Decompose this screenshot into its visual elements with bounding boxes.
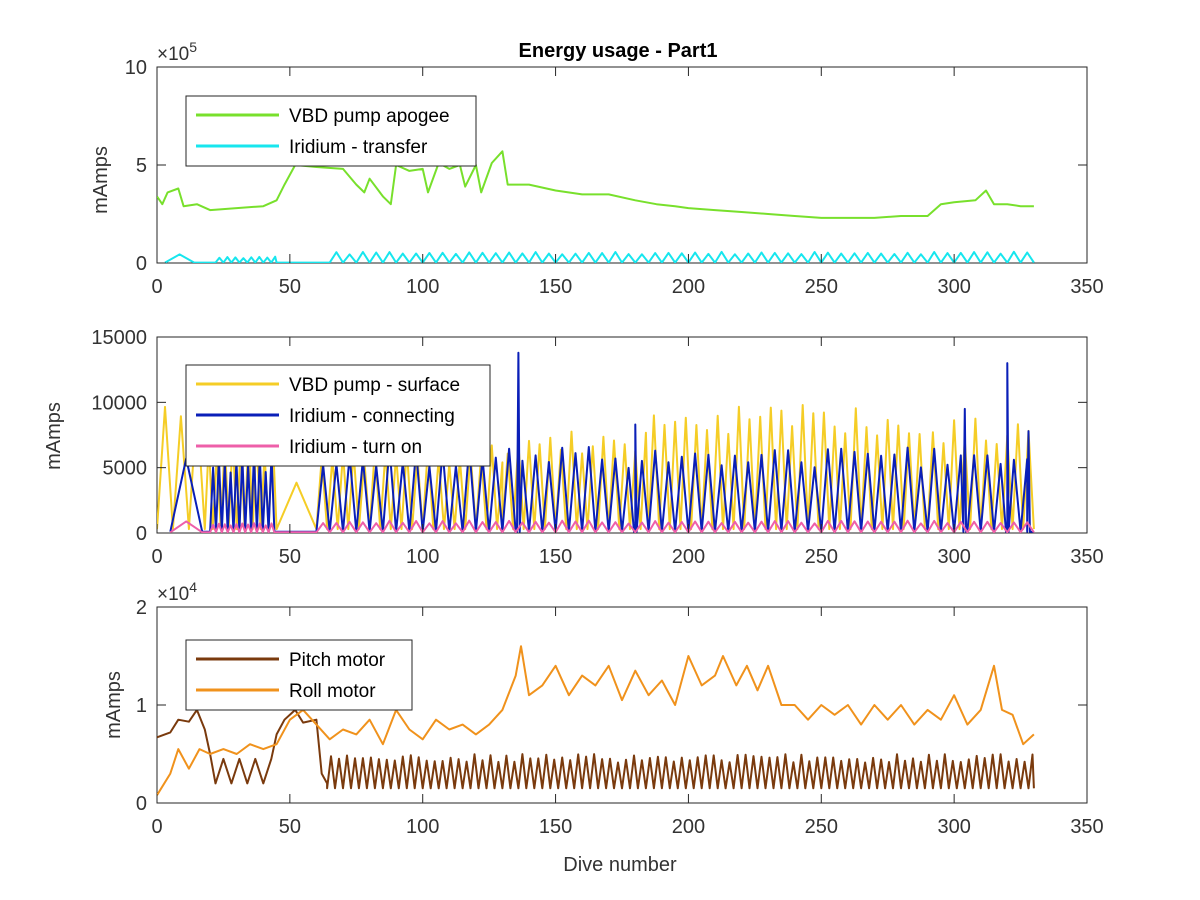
x-tick-label: 200	[672, 276, 705, 298]
x-tick-label: 250	[805, 276, 838, 298]
x-tick-label: 0	[151, 546, 162, 568]
panel-1-exponent: ×105	[157, 39, 197, 65]
panel-3-exponent-power: 4	[189, 579, 197, 595]
series-line-iridium-transfer	[164, 250, 1035, 263]
x-tick-label: 250	[805, 816, 838, 838]
y-tick-label: 15000	[91, 327, 147, 349]
panel-1-exponent-base: ×10	[157, 44, 189, 65]
x-tick-label: 350	[1070, 816, 1103, 838]
panel-2-legend: VBD pump - surface Iridium - connecting Ir…	[185, 364, 491, 467]
series-line-roll-motor	[157, 645, 1035, 796]
legend-label: Pitch motor	[289, 650, 386, 671]
x-tick-label: 50	[279, 816, 301, 838]
panel-3-motors: 0 50 100 150 200 250 300 350 0 1 2 Pitch motor Roll …	[103, 579, 1104, 838]
x-tick-label: 200	[672, 816, 705, 838]
panel-3-ylabel: mAmps	[103, 671, 125, 739]
figure-title: Energy usage - Part1	[519, 40, 718, 62]
legend-label: Iridium - connecting	[289, 406, 455, 427]
panel-1-series-group	[157, 150, 1035, 263]
x-tick-label: 300	[937, 546, 970, 568]
panel-2-series-group	[157, 351, 1035, 533]
panel-3-legend: Pitch motor Roll motor	[185, 639, 413, 711]
legend-box	[185, 95, 477, 167]
panel-1-vbd-iridium: 0 50 100 150 200 250 300 350 0 5 10 VBD pump apogee…	[90, 39, 1104, 298]
x-tick-label: 150	[539, 546, 572, 568]
panel-3-exponent: ×104	[157, 579, 197, 605]
y-tick-label: 0	[136, 253, 147, 275]
x-tick-label: 350	[1070, 546, 1103, 568]
x-tick-label: 100	[406, 276, 439, 298]
legend-label: Iridium - transfer	[289, 137, 428, 158]
y-tick-label: 5	[136, 155, 147, 177]
series-line-vbd-pump-apogee	[157, 150, 1034, 219]
series-line-pitch-motor	[157, 708, 1035, 790]
panel-2-surface-iridium: 0 50 100 150 200 250 300 350 0 5000 10000 15000 VBD …	[43, 327, 1104, 568]
x-tick-label: 50	[279, 276, 301, 298]
x-tick-label: 0	[151, 276, 162, 298]
x-tick-label: 300	[937, 816, 970, 838]
x-tick-label: 50	[279, 546, 301, 568]
legend-label: VBD pump - surface	[289, 375, 460, 396]
x-tick-label: 100	[406, 816, 439, 838]
legend-label: VBD pump apogee	[289, 106, 450, 127]
x-axis-label: Dive number	[563, 854, 677, 876]
x-tick-label: 0	[151, 816, 162, 838]
y-tick-label: 0	[136, 793, 147, 815]
y-tick-label: 5000	[103, 458, 148, 480]
panel-3-exponent-base: ×10	[157, 584, 189, 605]
legend-box	[185, 639, 413, 711]
x-tick-label: 350	[1070, 276, 1103, 298]
series-line-iridium-turn-on	[169, 519, 1035, 533]
legend-label: Iridium - turn on	[289, 437, 422, 458]
legend-label: Roll motor	[289, 681, 376, 702]
panel-1-exponent-power: 5	[189, 39, 197, 55]
x-tick-label: 250	[805, 546, 838, 568]
y-tick-label: 2	[136, 597, 147, 619]
panel-1-ylabel: mAmps	[90, 146, 112, 214]
y-tick-label: 0	[136, 523, 147, 545]
y-tick-label: 1	[136, 695, 147, 717]
x-tick-label: 200	[672, 546, 705, 568]
panel-3-series-group	[157, 645, 1035, 796]
y-tick-label: 10	[125, 57, 147, 79]
panel-2-ylabel: mAmps	[43, 402, 65, 470]
panel-1-legend: VBD pump apogee Iridium - transfer	[185, 95, 477, 167]
y-tick-label: 10000	[91, 392, 147, 414]
x-tick-label: 150	[539, 816, 572, 838]
x-tick-label: 300	[937, 276, 970, 298]
x-tick-label: 100	[406, 546, 439, 568]
x-tick-label: 150	[539, 276, 572, 298]
